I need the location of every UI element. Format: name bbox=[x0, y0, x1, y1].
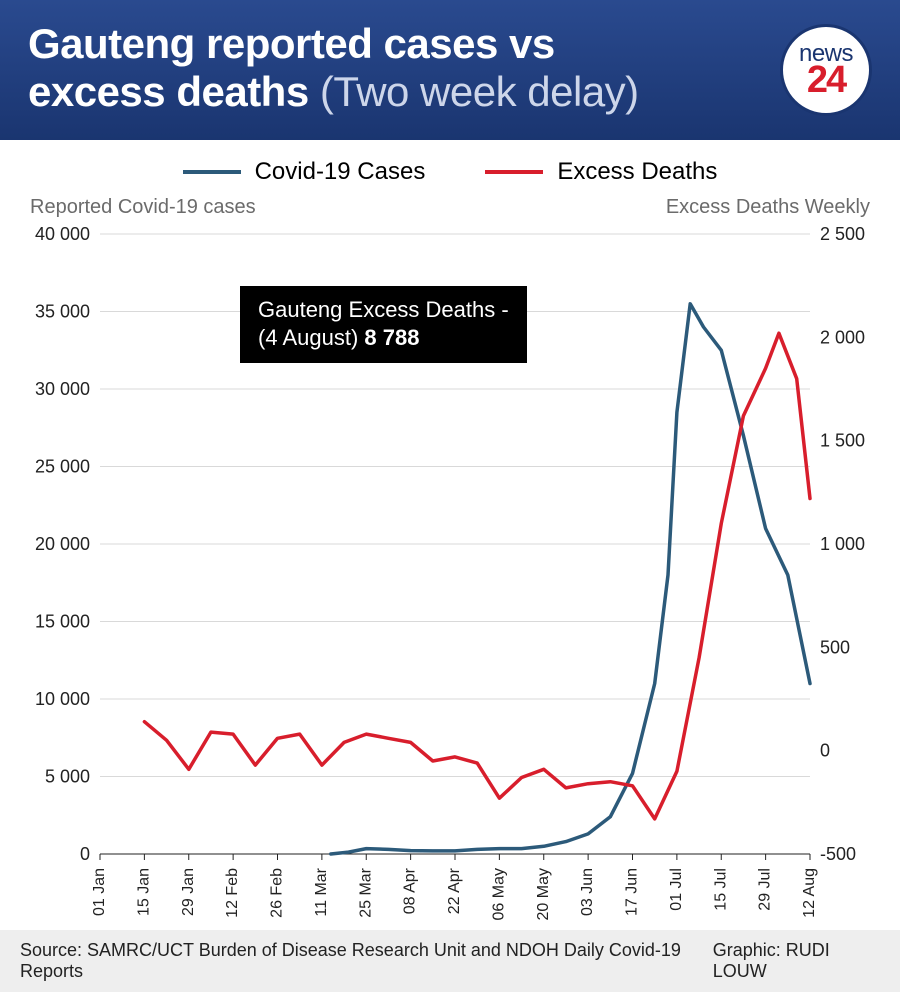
header-bar: Gauteng reported cases vs excess deaths … bbox=[0, 0, 900, 140]
svg-text:06 May: 06 May bbox=[490, 868, 507, 920]
svg-text:1 000: 1 000 bbox=[820, 534, 865, 554]
svg-text:12 Aug: 12 Aug bbox=[801, 868, 818, 918]
svg-text:08 Apr: 08 Apr bbox=[402, 867, 419, 914]
svg-text:0: 0 bbox=[820, 741, 830, 761]
legend-item-deaths: Excess Deaths bbox=[485, 158, 717, 186]
svg-text:01 Jan: 01 Jan bbox=[91, 868, 108, 916]
svg-text:500: 500 bbox=[820, 637, 850, 657]
svg-text:2 000: 2 000 bbox=[820, 327, 865, 347]
svg-text:20 000: 20 000 bbox=[35, 534, 90, 554]
svg-text:5 000: 5 000 bbox=[45, 767, 90, 787]
svg-text:03 Jun: 03 Jun bbox=[579, 868, 596, 916]
svg-text:35 000: 35 000 bbox=[35, 302, 90, 322]
callout-box: Gauteng Excess Deaths - (4 August) 8 788 bbox=[240, 286, 527, 363]
svg-text:30 000: 30 000 bbox=[35, 379, 90, 399]
source-text: Source: SAMRC/UCT Burden of Disease Rese… bbox=[20, 940, 713, 982]
legend-swatch bbox=[485, 170, 543, 174]
svg-text:20 May: 20 May bbox=[535, 868, 552, 920]
svg-text:-500: -500 bbox=[820, 844, 856, 864]
svg-text:29 Jan: 29 Jan bbox=[180, 868, 197, 916]
legend-label: Excess Deaths bbox=[557, 158, 717, 186]
svg-text:22 Apr: 22 Apr bbox=[446, 867, 463, 914]
svg-text:15 Jan: 15 Jan bbox=[135, 868, 152, 916]
svg-text:01 Jul: 01 Jul bbox=[668, 868, 685, 911]
callout-value: 8 788 bbox=[364, 325, 419, 350]
title-line1: Gauteng reported cases vs bbox=[28, 20, 872, 68]
credit-text: Graphic: RUDI LOUW bbox=[713, 940, 880, 982]
legend-item-cases: Covid-19 Cases bbox=[183, 158, 426, 186]
y-axis-right-title: Excess Deaths Weekly bbox=[666, 196, 870, 219]
legend-swatch bbox=[183, 170, 241, 174]
title-line2-bold: excess deaths bbox=[28, 68, 309, 115]
svg-text:15 Jul: 15 Jul bbox=[712, 868, 729, 911]
svg-text:12 Feb: 12 Feb bbox=[224, 868, 241, 918]
callout-prefix: (4 August) bbox=[258, 325, 364, 350]
svg-text:29 Jul: 29 Jul bbox=[757, 868, 774, 911]
svg-text:25 000: 25 000 bbox=[35, 457, 90, 477]
y-axis-left-title: Reported Covid-19 cases bbox=[30, 196, 256, 219]
callout-line1: Gauteng Excess Deaths - bbox=[258, 296, 509, 324]
svg-text:17 Jun: 17 Jun bbox=[624, 868, 641, 916]
svg-text:25 Mar: 25 Mar bbox=[357, 867, 374, 917]
svg-text:2 500: 2 500 bbox=[820, 224, 865, 244]
legend: Covid-19 Cases Excess Deaths bbox=[0, 140, 900, 196]
legend-label: Covid-19 Cases bbox=[255, 158, 426, 186]
svg-text:26 Feb: 26 Feb bbox=[269, 868, 286, 918]
svg-text:11 Mar: 11 Mar bbox=[313, 867, 330, 916]
svg-text:15 000: 15 000 bbox=[35, 612, 90, 632]
svg-text:0: 0 bbox=[80, 844, 90, 864]
svg-text:40 000: 40 000 bbox=[35, 224, 90, 244]
svg-text:10 000: 10 000 bbox=[35, 689, 90, 709]
footer-bar: Source: SAMRC/UCT Burden of Disease Rese… bbox=[0, 930, 900, 992]
logo-text-bottom: 24 bbox=[807, 64, 845, 96]
svg-text:1 500: 1 500 bbox=[820, 431, 865, 451]
news24-logo: news 24 bbox=[780, 24, 872, 116]
title-line2-light: (Two week delay) bbox=[309, 68, 639, 115]
